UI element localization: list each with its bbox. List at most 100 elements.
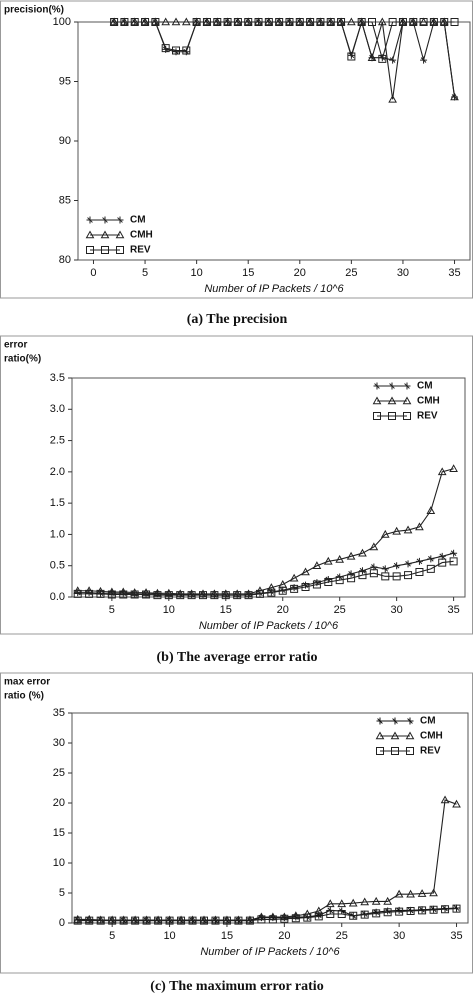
series-line bbox=[114, 20, 456, 98]
marker bbox=[388, 412, 396, 420]
marker bbox=[441, 905, 450, 914]
marker bbox=[84, 914, 94, 923]
caption: (a) The precision bbox=[187, 312, 288, 327]
legend-label: CM bbox=[420, 716, 436, 727]
marker bbox=[391, 717, 399, 725]
marker bbox=[325, 899, 335, 908]
marker bbox=[211, 915, 220, 924]
marker bbox=[380, 529, 390, 538]
marker bbox=[110, 18, 119, 26]
marker bbox=[349, 911, 358, 920]
series-line bbox=[77, 552, 454, 596]
marker bbox=[188, 916, 197, 925]
marker bbox=[418, 906, 427, 915]
marker bbox=[326, 910, 335, 918]
marker bbox=[211, 916, 220, 925]
marker bbox=[375, 731, 385, 740]
marker bbox=[244, 18, 253, 26]
marker bbox=[357, 18, 366, 26]
y-tick-label: 5 bbox=[59, 887, 65, 899]
marker bbox=[119, 916, 128, 925]
marker bbox=[347, 570, 355, 578]
marker bbox=[417, 889, 427, 897]
marker bbox=[324, 577, 333, 586]
y-tick-label: 0.5 bbox=[50, 560, 65, 572]
y-tick-label: 10 bbox=[53, 857, 65, 869]
marker bbox=[119, 590, 128, 599]
marker bbox=[177, 916, 186, 925]
marker bbox=[314, 906, 324, 915]
marker bbox=[154, 916, 163, 925]
marker bbox=[452, 904, 461, 913]
y-axis-label: precision(%) bbox=[4, 5, 64, 16]
marker bbox=[266, 583, 276, 591]
series-line bbox=[114, 21, 455, 61]
y-tick-label: 2.5 bbox=[50, 434, 65, 446]
marker bbox=[301, 582, 310, 591]
legend-label: CMH bbox=[417, 396, 440, 407]
marker bbox=[85, 916, 94, 925]
x-tick-label: 15 bbox=[221, 930, 233, 942]
marker bbox=[210, 591, 219, 600]
x-tick-label: 20 bbox=[277, 604, 289, 616]
marker bbox=[312, 580, 321, 589]
marker bbox=[358, 571, 367, 580]
marker bbox=[404, 571, 413, 580]
marker bbox=[438, 558, 447, 567]
marker bbox=[120, 18, 129, 26]
marker bbox=[389, 56, 397, 64]
legend-label: REV bbox=[420, 746, 441, 757]
marker bbox=[295, 18, 304, 26]
y-axis-label: error bbox=[4, 340, 27, 351]
marker bbox=[116, 246, 124, 254]
y-tick-label: 20 bbox=[53, 797, 65, 809]
marker bbox=[316, 18, 325, 26]
marker bbox=[279, 912, 289, 921]
marker bbox=[153, 915, 163, 924]
marker bbox=[383, 896, 393, 905]
y-tick-label: 35 bbox=[53, 707, 65, 719]
x-tick-label: 5 bbox=[142, 267, 148, 279]
caption: (c) The maximum error ratio bbox=[150, 979, 323, 994]
marker bbox=[171, 17, 181, 26]
marker bbox=[176, 915, 186, 924]
marker bbox=[142, 590, 151, 599]
marker bbox=[373, 382, 381, 390]
marker bbox=[153, 591, 162, 600]
marker bbox=[388, 18, 397, 26]
marker bbox=[291, 914, 300, 923]
marker bbox=[221, 589, 231, 598]
marker bbox=[100, 230, 110, 239]
marker bbox=[388, 94, 397, 103]
marker bbox=[360, 897, 370, 906]
y-tick-label: 2.0 bbox=[50, 466, 65, 478]
marker bbox=[358, 567, 366, 575]
marker bbox=[151, 18, 160, 26]
y-tick-label: 3.5 bbox=[50, 372, 65, 384]
marker bbox=[347, 52, 356, 61]
plot-frame bbox=[71, 712, 469, 924]
y-axis-label: max error bbox=[4, 677, 50, 688]
marker bbox=[360, 910, 369, 919]
x-tick-label: 5 bbox=[109, 604, 115, 616]
marker bbox=[290, 584, 299, 593]
y-tick-label: 95 bbox=[59, 75, 71, 87]
marker bbox=[405, 731, 415, 740]
x-tick-label: 35 bbox=[448, 267, 460, 279]
marker bbox=[141, 18, 150, 26]
marker bbox=[285, 18, 294, 26]
marker bbox=[107, 590, 116, 599]
marker bbox=[398, 18, 407, 26]
x-tick-label: 20 bbox=[294, 267, 306, 279]
marker bbox=[426, 564, 435, 573]
marker bbox=[440, 18, 449, 26]
marker bbox=[347, 574, 356, 583]
marker bbox=[337, 899, 347, 908]
marker bbox=[222, 916, 231, 925]
y-tick-label: 25 bbox=[53, 767, 65, 779]
plot-frame bbox=[71, 377, 466, 598]
marker bbox=[142, 915, 151, 924]
marker bbox=[264, 18, 273, 26]
x-axis-label: Number of IP Packets / 10^6 bbox=[199, 620, 339, 632]
x-tick-label: 25 bbox=[345, 267, 357, 279]
